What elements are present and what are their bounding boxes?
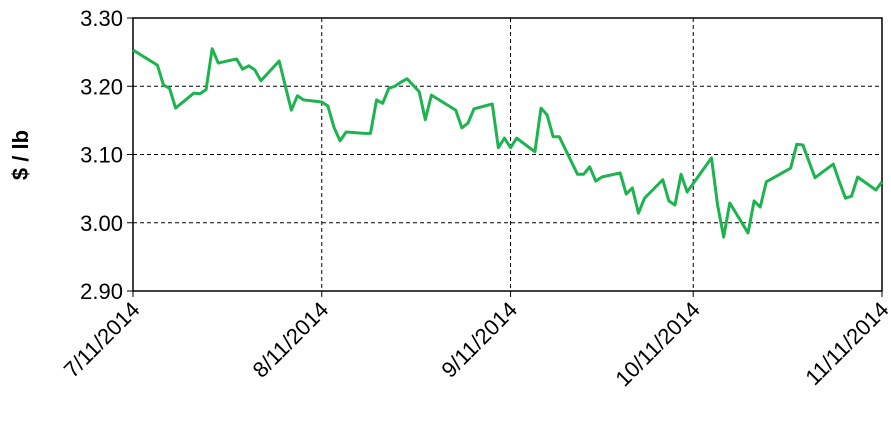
x-tick-label: 10/11/2014 — [610, 297, 704, 391]
y-tick-label: 3.30 — [80, 6, 123, 31]
x-tick-label: 9/11/2014 — [436, 297, 522, 383]
x-tick-label: 7/11/2014 — [59, 297, 145, 383]
plot-border — [132, 17, 883, 292]
y-tick-label: 3.10 — [80, 143, 123, 168]
y-tick-label: 3.20 — [80, 74, 123, 99]
y-tick-label: 3.00 — [80, 211, 123, 236]
line — [132, 47, 884, 239]
x-tick-label: 8/11/2014 — [248, 297, 334, 383]
y-axis-label: $ / lb — [8, 130, 33, 180]
x-tick-label: 11/11/2014 — [800, 297, 891, 390]
y-tick-label: 2.90 — [80, 279, 123, 304]
